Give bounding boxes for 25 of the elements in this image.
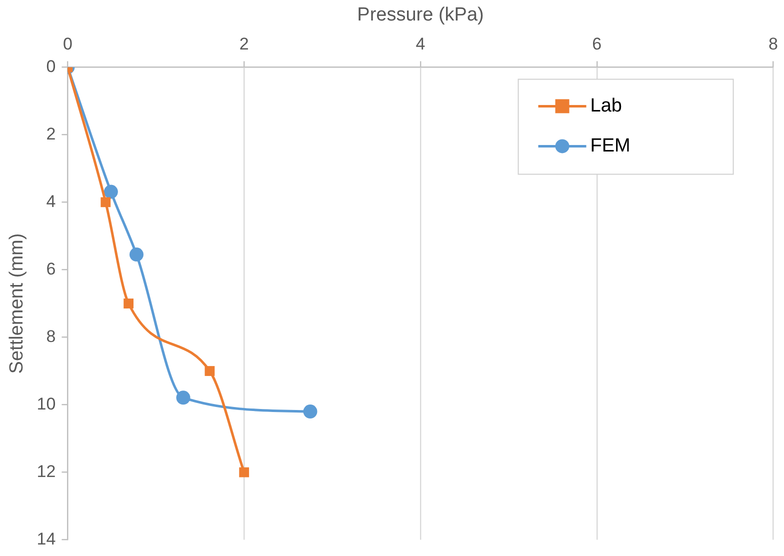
y-tick-label: 10 bbox=[36, 394, 56, 414]
x-tick-label: 4 bbox=[416, 34, 426, 54]
y-tick-label: 4 bbox=[46, 192, 56, 211]
y-tick-label: 14 bbox=[36, 529, 56, 548]
point bbox=[100, 197, 111, 208]
point bbox=[239, 467, 250, 478]
point bbox=[303, 404, 318, 419]
legend-label: Lab bbox=[590, 95, 622, 116]
y-tick-label: 8 bbox=[46, 326, 56, 346]
y-tick-label: 6 bbox=[46, 259, 56, 278]
y-tick-label: 2 bbox=[46, 124, 56, 144]
y-tick-label: 12 bbox=[36, 462, 56, 481]
point bbox=[204, 366, 215, 376]
y-axis-title: Settlement (mm) bbox=[6, 233, 28, 374]
x-tick-label: 2 bbox=[239, 34, 249, 54]
x-tick-label: 0 bbox=[62, 34, 72, 54]
legend-label: FEM bbox=[590, 135, 630, 156]
point bbox=[176, 390, 190, 405]
point bbox=[130, 248, 144, 262]
y-tick-label: 0 bbox=[46, 56, 56, 76]
x-axis-title: Pressure (kPa) bbox=[357, 4, 484, 26]
point bbox=[124, 298, 134, 308]
x-tick-label: 8 bbox=[768, 34, 778, 54]
point bbox=[104, 184, 118, 199]
x-tick-label: 6 bbox=[592, 34, 602, 54]
